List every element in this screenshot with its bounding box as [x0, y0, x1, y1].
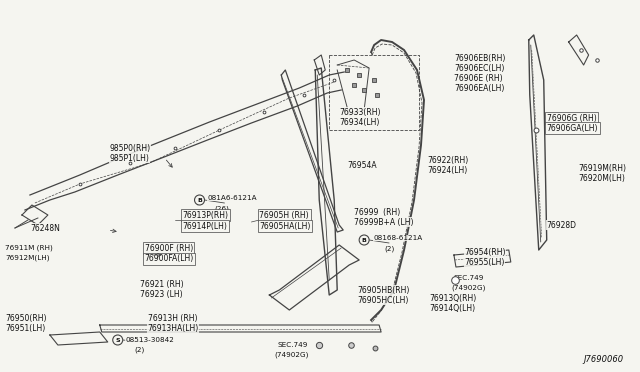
- Text: SEC.749: SEC.749: [277, 342, 308, 348]
- Circle shape: [359, 235, 369, 245]
- Text: 76955(LH): 76955(LH): [464, 257, 504, 266]
- Text: 76906EB(RH): 76906EB(RH): [454, 54, 506, 62]
- Text: S: S: [115, 337, 120, 343]
- Text: 76913HA(LH): 76913HA(LH): [148, 324, 199, 333]
- Text: 76900FA(LH): 76900FA(LH): [145, 254, 194, 263]
- Text: (74902G): (74902G): [451, 285, 485, 291]
- Text: 76919M(RH): 76919M(RH): [579, 164, 627, 173]
- Circle shape: [195, 195, 205, 205]
- Text: 76900F (RH): 76900F (RH): [145, 244, 193, 253]
- Text: 76999  (RH): 76999 (RH): [354, 208, 401, 217]
- Text: 76906EC(LH): 76906EC(LH): [454, 64, 504, 73]
- Text: 76906EA(LH): 76906EA(LH): [454, 83, 504, 93]
- Text: 76950(RH): 76950(RH): [5, 314, 47, 323]
- Text: 76913Q(RH): 76913Q(RH): [429, 294, 476, 302]
- Text: 76248N: 76248N: [30, 224, 60, 232]
- Text: 08168-6121A: 08168-6121A: [373, 235, 422, 241]
- Text: 76923 (LH): 76923 (LH): [140, 291, 182, 299]
- Text: 76920M(LH): 76920M(LH): [579, 173, 625, 183]
- Text: 76934(LH): 76934(LH): [339, 118, 380, 126]
- Text: 76914P(LH): 76914P(LH): [182, 221, 227, 231]
- Text: 76905H (RH): 76905H (RH): [259, 211, 309, 219]
- Text: 76921 (RH): 76921 (RH): [140, 280, 183, 289]
- Text: 76905HC(LH): 76905HC(LH): [357, 295, 408, 305]
- Text: 76906GA(LH): 76906GA(LH): [547, 124, 598, 132]
- Text: 985P1(LH): 985P1(LH): [109, 154, 150, 163]
- Text: (26): (26): [214, 206, 229, 212]
- Text: 76906G (RH): 76906G (RH): [547, 113, 596, 122]
- Text: 76913P(RH): 76913P(RH): [182, 211, 228, 219]
- Text: 76954(RH): 76954(RH): [464, 247, 506, 257]
- Circle shape: [113, 335, 123, 345]
- Text: B: B: [197, 198, 202, 202]
- Text: 76999B+A (LH): 76999B+A (LH): [354, 218, 413, 227]
- Text: 76906E (RH): 76906E (RH): [454, 74, 502, 83]
- Text: J7690060: J7690060: [584, 355, 623, 364]
- Text: 76951(LH): 76951(LH): [5, 324, 45, 333]
- Text: 08513-30842: 08513-30842: [125, 337, 175, 343]
- Text: 76928D: 76928D: [547, 221, 577, 230]
- Text: 76914Q(LH): 76914Q(LH): [429, 304, 475, 312]
- Text: 76912M(LH): 76912M(LH): [5, 255, 49, 261]
- Text: 76924(LH): 76924(LH): [427, 166, 467, 174]
- Text: (74902G): (74902G): [275, 352, 308, 358]
- Text: 985P0(RH): 985P0(RH): [109, 144, 151, 153]
- Text: (2): (2): [134, 347, 145, 353]
- Text: 76954A: 76954A: [347, 160, 377, 170]
- Text: B: B: [362, 237, 367, 243]
- Text: 76905HA(LH): 76905HA(LH): [259, 221, 311, 231]
- Text: 76905HB(RH): 76905HB(RH): [357, 285, 410, 295]
- Text: (2): (2): [384, 246, 394, 252]
- Text: SEC.749: SEC.749: [454, 275, 484, 281]
- Text: 76913H (RH): 76913H (RH): [148, 314, 197, 323]
- Text: 76911M (RH): 76911M (RH): [5, 245, 52, 251]
- Text: 76933(RH): 76933(RH): [339, 108, 381, 116]
- Text: 081A6-6121A: 081A6-6121A: [207, 195, 257, 201]
- Text: 76922(RH): 76922(RH): [427, 155, 468, 164]
